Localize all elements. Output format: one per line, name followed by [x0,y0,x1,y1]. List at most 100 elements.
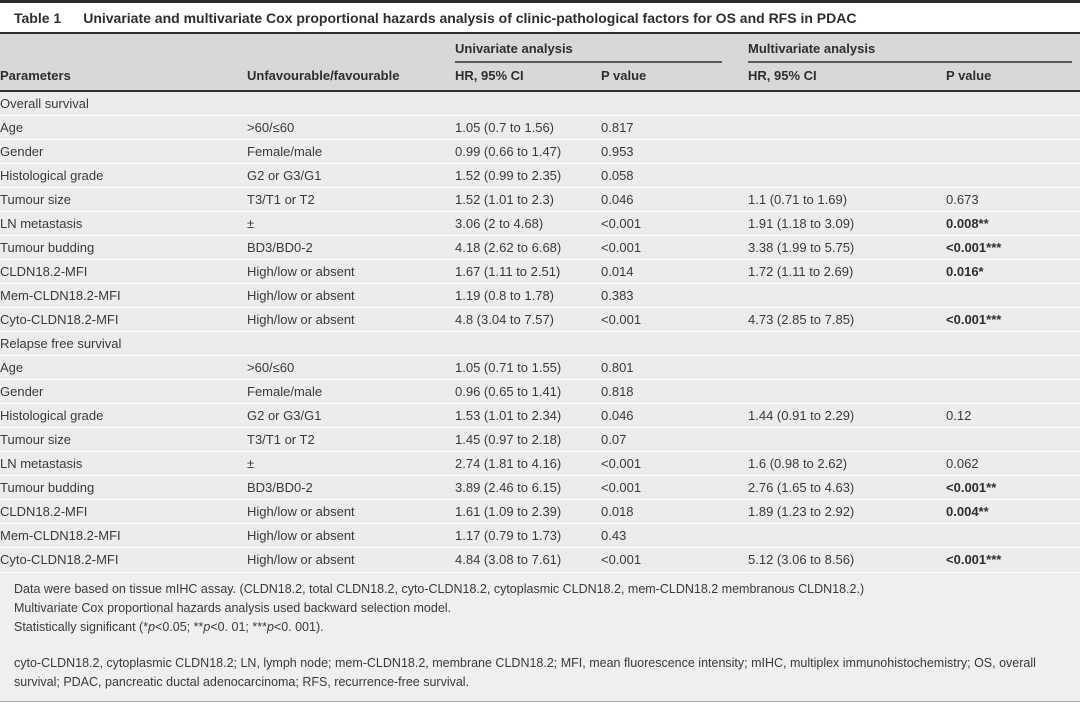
cell-multi-p-value [946,355,1080,380]
cell-multi-p-value: <0.001*** [946,307,1080,332]
cell-uni-p-value: <0.001 [601,211,749,236]
cell-uni-p-value: 0.046 [601,403,749,428]
cell-multi-p-value: 0.12 [946,403,1080,428]
cell-multi-hr-ci: 1.1 (0.71 to 1.69) [748,187,947,212]
cell-multi-p-value [946,379,1080,404]
cell-unfavourable-favourable: High/low or absent [247,307,455,332]
footnote-line: Statistically significant (*p<0.05; **p<… [14,619,324,634]
cell-uni-hr-ci: 1.52 (0.99 to 2.35) [455,163,601,188]
cell-multi-hr-ci: 1.91 (1.18 to 3.09) [748,211,947,236]
cell-multi-p-value [946,283,1080,308]
cox-hazards-table: Univariate analysis Multivariate analysi… [0,34,1080,572]
cell-unfavourable-favourable: G2 or G3/G1 [247,403,455,428]
table-row: LN metastasis ±2.74 (1.81 to 4.16) <0.001 1… [0,451,1080,476]
cell-uni-p-value: 0.018 [601,499,749,524]
cell-uni-p-value: 0.383 [601,283,749,308]
cell-parameter: Tumour budding [0,475,247,500]
cell-uni-hr-ci: 4.18 (2.62 to 6.68) [455,235,601,260]
cell-uni-p-value: 0.046 [601,187,749,212]
table-row: Histological grade G2 or G3/G1 1.52 (0.99 … [0,163,1080,188]
cell-unfavourable-favourable: ± [247,211,455,236]
table-row: Mem-CLDN18.2-MFI High/low or absent 1.17 (… [0,523,1080,548]
cell-multi-p-value [946,115,1080,140]
col-header-unfavourable-favourable: Unfavourable/favourable [247,68,400,83]
cell-uni-p-value: 0.817 [601,115,749,140]
cell-multi-hr-ci [748,427,947,452]
cell-parameter: Histological grade [0,403,247,428]
cell-uni-p-value: 0.818 [601,379,749,404]
section-label: Relapse free survival [0,331,1080,356]
cell-uni-hr-ci: 1.05 (0.7 to 1.56) [455,115,601,140]
group-header-spacer [0,34,455,63]
cell-multi-p-value: 0.673 [946,187,1080,212]
cell-parameter: Age [0,355,247,380]
cell-uni-hr-ci: 4.84 (3.08 to 7.61) [455,547,601,572]
cell-unfavourable-favourable: High/low or absent [247,283,455,308]
cell-parameter: Mem-CLDN18.2-MFI [0,523,247,548]
cell-uni-p-value: <0.001 [601,451,749,476]
footnote-line: Multivariate Cox proportional hazards an… [14,600,452,615]
cell-parameter: Gender [0,379,247,404]
table-row: Tumour size T3/T1 or T2 1.52 (1.01 to 2.3)… [0,187,1080,212]
cell-uni-hr-ci: 1.19 (0.8 to 1.78) [455,283,601,308]
cell-multi-hr-ci: 3.38 (1.99 to 5.75) [748,235,947,260]
group-header-row: Univariate analysis Multivariate analysi… [0,34,1080,63]
cell-multi-hr-ci: 1.6 (0.98 to 2.62) [748,451,947,476]
section-label: Overall survival [0,96,89,111]
cell-multi-hr-ci: 1.89 (1.23 to 2.92) [748,499,947,524]
cell-multi-p-value: 0.008** [946,211,1080,236]
cell-multi-hr-ci: 5.12 (3.06 to 8.56) [748,547,947,572]
cell-uni-hr-ci: 1.67 (1.11 to 2.51) [455,259,601,284]
table-row: Cyto-CLDN18.2-MFI High/low or absent 4.8 (… [0,307,1080,332]
cell-uni-p-value: <0.001 [601,547,749,572]
cell-parameter: Age [0,115,247,140]
section-header-row: Relapse free survival [0,331,1080,356]
cell-parameter: Mem-CLDN18.2-MFI [0,283,247,308]
cell-parameter: CLDN18.2-MFI [0,259,247,284]
table-row: CLDN18.2-MFI High/low or absent 1.61 (1.09… [0,499,1080,524]
cell-multi-hr-ci: 1.44 (0.91 to 2.29) [748,403,947,428]
cell-uni-hr-ci: 1.05 (0.71 to 1.55) [455,355,601,380]
cell-multi-p-value [946,427,1080,452]
table-row: Gender Female/male 0.99 (0.66 to 1.47) 0.95… [0,139,1080,164]
abbreviations-note: cyto-CLDN18.2, cytoplasmic CLDN18.2; LN,… [14,655,1036,689]
cell-unfavourable-favourable: T3/T1 or T2 [247,187,455,212]
footnote-line: Data were based on tissue mIHC assay. (C… [14,581,865,596]
col-header-univariate-hr-ci: HR, 95% CI [455,68,524,83]
table-row: Gender Female/male 0.96 (0.65 to 1.41) 0.81… [0,379,1080,404]
cell-parameter: Gender [0,139,247,164]
cell-parameter: CLDN18.2-MFI [0,499,247,524]
cell-multi-hr-ci [748,163,947,188]
table-row: Age >60/≤60 1.05 (0.71 to 1.55) 0.801 [0,355,1080,380]
cell-uni-hr-ci: 4.8 (3.04 to 7.57) [455,307,601,332]
cell-parameter: Cyto-CLDN18.2-MFI [0,547,247,572]
table-row: LN metastasis ±3.06 (2 to 4.68) <0.001 1.91… [0,211,1080,236]
cell-parameter: LN metastasis [0,451,247,476]
cell-multi-hr-ci [748,355,947,380]
cell-multi-p-value [946,523,1080,548]
cell-uni-p-value: <0.001 [601,307,749,332]
table-row: Tumour budding BD3/BD0-2 3.89 (2.46 to 6.1… [0,475,1080,500]
table-row: Tumour budding BD3/BD0-2 4.18 (2.62 to 6.6… [0,235,1080,260]
table-row: Histological grade G2 or G3/G1 1.53 (1.01 … [0,403,1080,428]
cell-multi-p-value: <0.001** [946,475,1080,500]
cell-multi-p-value [946,163,1080,188]
cell-multi-p-value: <0.001*** [946,235,1080,260]
cell-uni-hr-ci: 0.99 (0.66 to 1.47) [455,139,601,164]
cell-unfavourable-favourable: Female/male [247,379,455,404]
table-header: Univariate analysis Multivariate analysi… [0,34,1080,91]
cell-multi-hr-ci [748,139,947,164]
cell-multi-hr-ci: 2.76 (1.65 to 4.63) [748,475,947,500]
cell-multi-p-value: 0.016* [946,259,1080,284]
col-header-univariate-p-value: P value [601,68,647,83]
cell-uni-p-value: 0.43 [601,523,749,548]
univariate-group-header: Univariate analysis [455,41,723,63]
section-header-row: Overall survival [0,91,1080,116]
cell-multi-hr-ci [748,379,947,404]
cell-uni-hr-ci: 1.53 (1.01 to 2.34) [455,403,601,428]
cell-parameter: Cyto-CLDN18.2-MFI [0,307,247,332]
cell-parameter: Histological grade [0,163,247,188]
cell-multi-hr-ci [748,283,947,308]
cell-uni-hr-ci: 3.06 (2 to 4.68) [455,211,601,236]
